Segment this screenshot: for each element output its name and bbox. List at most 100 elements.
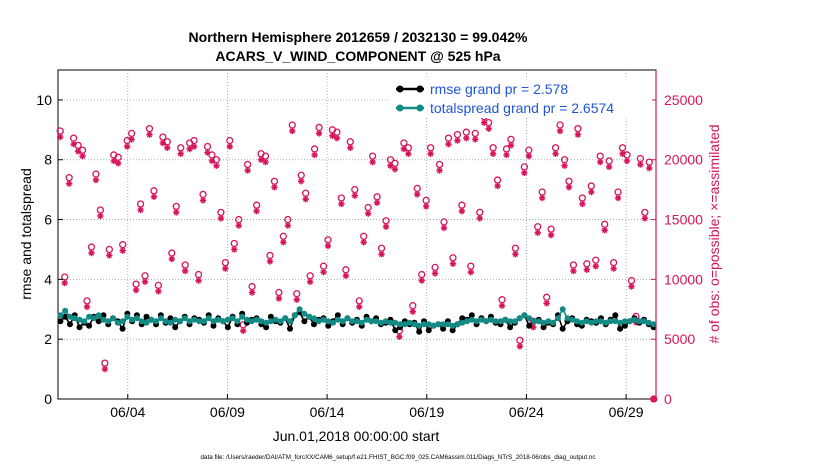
spread-point bbox=[310, 315, 317, 322]
spread-point bbox=[631, 316, 638, 323]
spread-point bbox=[339, 318, 346, 325]
spread-point bbox=[430, 322, 437, 329]
y-axis-right-label: # of obs: o=possible; ×=assimilated bbox=[706, 124, 722, 343]
spread-point bbox=[162, 318, 169, 325]
spread-point bbox=[554, 315, 561, 322]
x-tick-label: 06/19 bbox=[409, 404, 444, 420]
spread-point bbox=[583, 318, 590, 325]
obs-assimilated-point bbox=[507, 142, 515, 149]
spread-point bbox=[186, 318, 193, 325]
chart-title-line1: Northern Hemisphere 2012659 / 2032130 = … bbox=[189, 29, 528, 45]
obs-assimilated-point bbox=[458, 207, 466, 215]
spread-point bbox=[468, 316, 475, 323]
spread-point bbox=[626, 318, 633, 325]
obs-layer bbox=[56, 113, 658, 403]
obs-assimilated-point bbox=[199, 197, 207, 204]
y-axis-left-label: rmse and totalspread bbox=[18, 168, 34, 300]
obs-assimilated-point bbox=[641, 215, 649, 222]
axis-layer: 06/04 06/09 06/14 06/19 06/24 06/29 0 2 4 6 8 10 0 50… bbox=[36, 70, 703, 420]
spread-point bbox=[545, 318, 552, 325]
rmse-point bbox=[95, 318, 102, 325]
spread-point bbox=[90, 315, 97, 322]
spread-point bbox=[425, 321, 432, 328]
obs-assimilated-point bbox=[213, 162, 220, 169]
rmse-point bbox=[425, 327, 432, 334]
obs-assimilated-point bbox=[115, 160, 122, 167]
spread-point bbox=[531, 318, 538, 325]
rmse-point bbox=[210, 322, 217, 329]
spread-point bbox=[406, 319, 413, 326]
rmse-point bbox=[559, 325, 566, 332]
spread-point bbox=[574, 318, 581, 325]
spread-point bbox=[301, 310, 308, 317]
spread-point bbox=[483, 318, 490, 325]
obs-assimilated-point bbox=[190, 143, 198, 150]
spread-point bbox=[320, 316, 327, 323]
rmse-point bbox=[172, 324, 179, 331]
rmse-point bbox=[119, 325, 126, 332]
spread-point bbox=[612, 318, 619, 325]
spread-point bbox=[334, 316, 341, 323]
obs-assimilated-point bbox=[418, 277, 425, 284]
obs-assimilated-point bbox=[512, 251, 519, 258]
spread-point bbox=[62, 307, 69, 314]
spread-point bbox=[57, 312, 64, 319]
rmse-point bbox=[57, 318, 64, 325]
spread-point bbox=[287, 318, 294, 325]
rmse-point bbox=[612, 312, 619, 319]
obs-assimilated-point bbox=[231, 246, 238, 253]
legend: rmse grand pr = 2.578 totalspread grand … bbox=[390, 78, 652, 118]
obs-assimilated-point bbox=[128, 136, 135, 143]
spread-point bbox=[358, 319, 365, 326]
obs-assimilated-point bbox=[262, 158, 269, 166]
spread-point bbox=[272, 316, 279, 323]
y-left-tick-label: 8 bbox=[44, 152, 52, 168]
spread-point bbox=[234, 318, 241, 325]
obs-assimilated-point bbox=[601, 227, 608, 234]
x-tick-label: 06/09 bbox=[210, 404, 245, 420]
obs-assimilated-point bbox=[248, 289, 256, 296]
spread-point bbox=[401, 321, 408, 328]
spread-point bbox=[354, 318, 360, 325]
obs-assimilated-point bbox=[552, 150, 559, 157]
spread-point bbox=[597, 318, 604, 325]
rmse-point bbox=[392, 327, 399, 334]
y-left-tick-label: 10 bbox=[36, 92, 52, 108]
spread-point bbox=[502, 316, 509, 323]
spread-point bbox=[650, 321, 657, 328]
legend-rmse-marker-a bbox=[396, 85, 404, 93]
obs-assimilated-point bbox=[364, 210, 372, 217]
spread-point bbox=[478, 316, 485, 323]
obs-assimilated-point bbox=[463, 134, 470, 142]
spread-point bbox=[602, 319, 609, 326]
rmse-point bbox=[449, 327, 456, 334]
obs-assimilated-point bbox=[208, 157, 216, 165]
obs-assimilated-point bbox=[141, 278, 149, 285]
spread-point bbox=[397, 321, 404, 328]
spread-point bbox=[521, 312, 528, 319]
spread-point bbox=[588, 319, 595, 326]
obs-assimilated-point bbox=[610, 265, 617, 272]
spread-point bbox=[569, 316, 576, 323]
spread-point bbox=[641, 318, 648, 325]
obs-assimilated-point bbox=[266, 258, 274, 265]
rmse-point bbox=[468, 312, 475, 319]
obs-assimilated-point bbox=[351, 192, 358, 199]
rmse-point bbox=[76, 324, 83, 331]
obs-assimilated-point bbox=[61, 279, 68, 287]
rmse-point bbox=[459, 315, 466, 322]
spread-point bbox=[253, 316, 260, 323]
obs-assimilated-point bbox=[445, 140, 452, 148]
spread-point bbox=[593, 318, 600, 325]
spread-point bbox=[172, 316, 179, 323]
obs-assimilated-point bbox=[369, 158, 376, 166]
spread-point bbox=[454, 321, 461, 328]
obs-assimilated-point bbox=[226, 143, 234, 150]
obs-assimilated-point bbox=[137, 206, 144, 214]
rmse-point bbox=[325, 322, 332, 329]
spread-point bbox=[507, 318, 514, 325]
obs-assimilated-point bbox=[539, 194, 546, 202]
spread-point bbox=[464, 318, 471, 325]
spread-point bbox=[191, 316, 198, 323]
